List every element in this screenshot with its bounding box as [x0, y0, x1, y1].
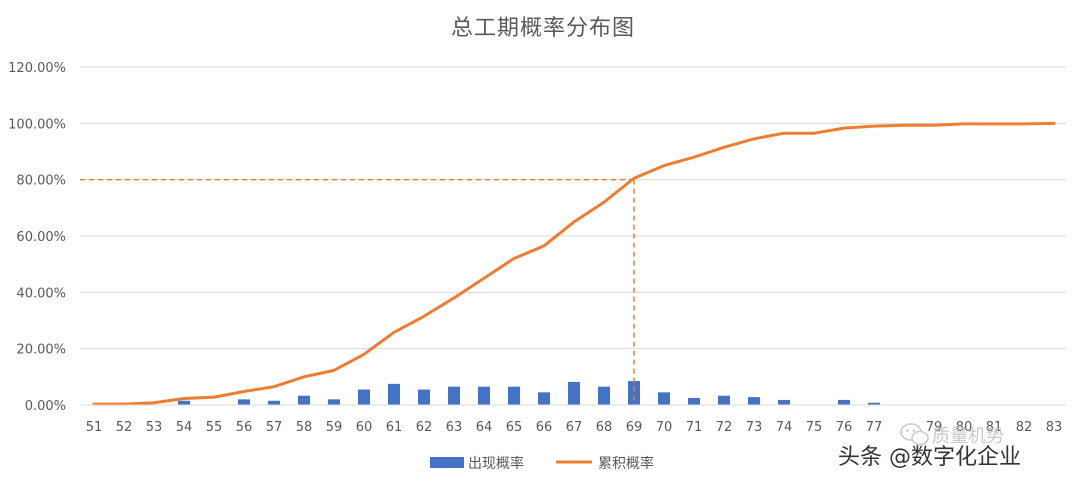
line-series	[92, 121, 1056, 406]
x-tick-label: 51	[86, 420, 103, 435]
x-tick-label: 69	[626, 420, 643, 435]
x-tick-label: 60	[356, 420, 373, 435]
chart-title: 总工期概率分布图	[451, 16, 635, 41]
x-tick-label: 56	[236, 420, 253, 435]
x-tick-label: 65	[506, 420, 523, 435]
x-tick-label: 66	[536, 420, 553, 435]
bar	[448, 386, 460, 405]
y-tick-label: 60.00%	[16, 230, 66, 245]
legend-swatch-bar	[430, 457, 464, 468]
bar	[538, 392, 550, 405]
watermark-sub: 质量机势	[932, 426, 1004, 447]
y-tick-label: 80.00%	[16, 174, 66, 189]
grid	[80, 66, 1066, 406]
y-tick-label: 20.00%	[16, 343, 66, 358]
bar	[868, 402, 880, 405]
x-tick-label: 81	[986, 420, 1003, 435]
bar	[598, 386, 610, 405]
bar	[688, 397, 700, 405]
bar	[568, 381, 580, 405]
watermark: 质量机势 头条 @数字化企业	[838, 423, 1021, 470]
x-tick-label: 79	[926, 420, 943, 435]
bar	[478, 386, 490, 405]
x-tick-label: 61	[386, 420, 403, 435]
x-tick-label: 55	[206, 420, 223, 435]
x-tick-label: 73	[746, 420, 763, 435]
x-tick-label: 83	[1046, 420, 1063, 435]
y-tick-label: 100.00%	[8, 117, 66, 132]
x-tick-label: 77	[866, 420, 883, 435]
y-axis: 0.00% 20.00% 40.00% 60.00% 80.00% 100.00% 120.…	[8, 61, 66, 414]
bar	[508, 386, 520, 405]
x-tick-label: 58	[296, 420, 313, 435]
x-tick-label: 63	[446, 420, 463, 435]
x-tick-label: 54	[176, 420, 193, 435]
bar	[178, 400, 190, 405]
x-tick-label: 74	[776, 420, 793, 435]
bar	[778, 399, 790, 405]
x-tick-label: 53	[146, 420, 163, 435]
bar	[358, 389, 370, 405]
bar	[838, 399, 850, 405]
x-tick-label: 80	[956, 420, 973, 435]
bar	[658, 392, 670, 405]
wechat-icon	[900, 423, 929, 446]
x-tick-label: 59	[326, 420, 343, 435]
legend-label-bar: 出现概率	[468, 455, 524, 472]
x-tick-label: 75	[806, 420, 823, 435]
y-tick-label: 40.00%	[16, 286, 66, 301]
bar	[718, 395, 730, 405]
x-tick-label: 76	[836, 420, 853, 435]
legend-label-line: 累积概率	[598, 455, 654, 472]
x-tick-label: 70	[656, 420, 673, 435]
x-tick-label: 68	[596, 420, 613, 435]
bar-series	[178, 381, 880, 405]
x-axis: 51 52 53 54 55 56 57 58 59 60 61 62 63 64 65 66 67 68 69 70…	[80, 404, 1066, 435]
x-tick-label: 82	[1016, 420, 1033, 435]
bar	[238, 399, 250, 405]
bar	[298, 395, 310, 405]
legend: 出现概率 累积概率	[430, 455, 654, 472]
x-tick-label: 71	[686, 420, 703, 435]
x-tick-label: 57	[266, 420, 283, 435]
x-tick-label: 64	[476, 420, 493, 435]
bar	[628, 381, 640, 405]
x-tick-label: 52	[116, 420, 133, 435]
bar	[268, 400, 280, 405]
bar	[328, 399, 340, 405]
y-tick-label: 120.00%	[8, 61, 66, 76]
y-tick-label: 0.00%	[25, 399, 66, 414]
reference-line	[80, 178, 635, 405]
x-tick-label: 62	[416, 420, 433, 435]
bar	[388, 383, 400, 405]
x-tick-label: 72	[716, 420, 733, 435]
watermark-main: 头条 @数字化企业	[838, 445, 1021, 470]
x-tick-label: 67	[566, 420, 583, 435]
bar	[418, 389, 430, 405]
bar	[748, 397, 760, 405]
line-path	[92, 121, 1056, 406]
